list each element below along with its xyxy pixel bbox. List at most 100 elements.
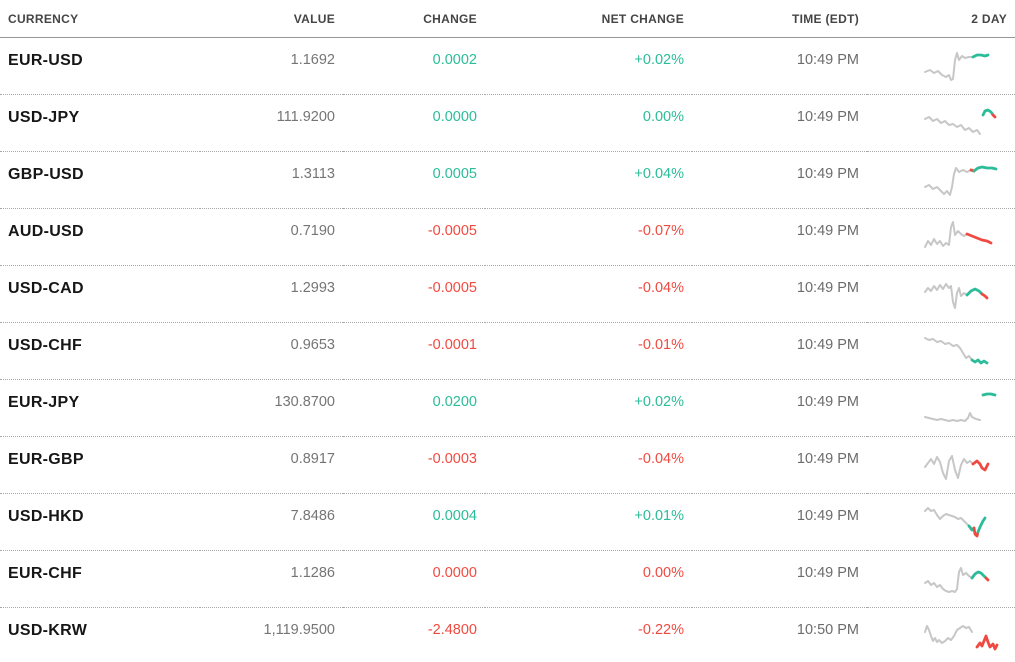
currency-pair-cell: USD-CHF xyxy=(0,322,200,380)
net-change-cell: -0.04% xyxy=(485,436,692,494)
column-header-currency: CURRENCY xyxy=(0,0,200,38)
currency-pair-link[interactable]: EUR-CHF xyxy=(8,565,83,582)
net-change-cell: +0.01% xyxy=(485,493,692,551)
sparkline-chart xyxy=(924,567,990,593)
net-change-text: +0.02% xyxy=(634,394,684,410)
sparkline-cell xyxy=(867,265,1015,323)
value-text: 7.8486 xyxy=(290,508,335,524)
net-change-cell: -0.07% xyxy=(485,208,692,266)
sparkline-cell xyxy=(867,379,1015,437)
currency-pair-cell: EUR-JPY xyxy=(0,379,200,437)
value-text: 1.3113 xyxy=(291,166,335,182)
currency-pair-link[interactable]: EUR-JPY xyxy=(8,394,80,411)
currency-pair-link[interactable]: GBP-USD xyxy=(8,166,84,183)
time-cell: 10:49 PM xyxy=(692,151,867,209)
column-header-2day: 2 DAY xyxy=(867,0,1015,38)
change-cell: -0.0005 xyxy=(343,208,485,266)
sparkline-cell xyxy=(867,607,1015,662)
value-cell: 0.7190 xyxy=(200,208,343,266)
table-header-row: CURRENCY VALUE CHANGE NET CHANGE TIME (E… xyxy=(0,0,1015,38)
table-body: EUR-USD 1.1692 0.0002 +0.02% 10:49 PM US… xyxy=(0,38,1015,662)
value-text: 1.1692 xyxy=(290,52,335,68)
time-cell: 10:49 PM xyxy=(692,208,867,266)
sparkline-cell xyxy=(867,94,1015,152)
currency-pair-link[interactable]: USD-CAD xyxy=(8,280,84,297)
sparkline-cell xyxy=(867,550,1015,608)
value-text: 1.1286 xyxy=(290,565,335,581)
currency-pair-link[interactable]: USD-KRW xyxy=(8,622,88,639)
currency-pair-cell: EUR-USD xyxy=(0,38,200,95)
currency-pair-link[interactable]: AUD-USD xyxy=(8,223,84,240)
sparkline-chart xyxy=(924,165,998,196)
value-text: 111.9200 xyxy=(276,109,335,125)
currency-pair-cell: GBP-USD xyxy=(0,151,200,209)
value-text: 130.8700 xyxy=(274,394,335,410)
net-change-text: -0.22% xyxy=(638,622,684,638)
change-text: -0.0003 xyxy=(427,451,477,467)
value-cell: 1.2993 xyxy=(200,265,343,323)
currency-pair-cell: AUD-USD xyxy=(0,208,200,266)
net-change-text: +0.02% xyxy=(634,52,684,68)
table-row: USD-HKD 7.8486 0.0004 +0.01% 10:49 PM xyxy=(0,493,1015,551)
currency-pair-cell: USD-HKD xyxy=(0,493,200,551)
table-row: EUR-GBP 0.8917 -0.0003 -0.04% 10:49 PM xyxy=(0,436,1015,494)
change-text: -0.0005 xyxy=(427,280,477,296)
change-text: 0.0005 xyxy=(432,166,477,182)
currency-pair-link[interactable]: EUR-USD xyxy=(8,52,83,69)
value-cell: 1,119.9500 xyxy=(200,607,343,662)
currency-pair-cell: USD-KRW xyxy=(0,607,200,662)
change-cell: -2.4800 xyxy=(343,607,485,662)
value-text: 0.9653 xyxy=(290,337,335,353)
net-change-cell: +0.02% xyxy=(485,379,692,437)
time-text: 10:49 PM xyxy=(796,565,859,581)
table-row: EUR-USD 1.1692 0.0002 +0.02% 10:49 PM xyxy=(0,38,1015,95)
change-cell: 0.0200 xyxy=(343,379,485,437)
currency-pair-cell: USD-CAD xyxy=(0,265,200,323)
net-change-cell: +0.02% xyxy=(485,38,692,95)
net-change-cell: -0.04% xyxy=(485,265,692,323)
change-text: -0.0005 xyxy=(427,223,477,239)
currency-pair-link[interactable]: EUR-GBP xyxy=(8,451,84,468)
column-header-value: VALUE xyxy=(200,0,343,38)
column-header-change: CHANGE xyxy=(343,0,485,38)
change-cell: 0.0002 xyxy=(343,38,485,95)
change-cell: 0.0000 xyxy=(343,94,485,152)
currency-pair-link[interactable]: USD-JPY xyxy=(8,109,80,126)
table-row: EUR-JPY 130.8700 0.0200 +0.02% 10:49 PM xyxy=(0,379,1015,437)
net-change-cell: +0.04% xyxy=(485,151,692,209)
sparkline-cell xyxy=(867,493,1015,551)
value-cell: 1.3113 xyxy=(200,151,343,209)
time-text: 10:49 PM xyxy=(796,394,859,410)
net-change-text: 0.00% xyxy=(642,565,684,581)
sparkline-chart xyxy=(924,455,990,480)
change-text: 0.0200 xyxy=(432,394,477,410)
value-cell: 1.1692 xyxy=(200,38,343,95)
table-row: EUR-CHF 1.1286 0.0000 0.00% 10:49 PM xyxy=(0,550,1015,608)
net-change-text: 0.00% xyxy=(642,109,684,125)
net-change-text: -0.04% xyxy=(638,280,684,296)
value-text: 0.8917 xyxy=(290,451,335,467)
time-text: 10:49 PM xyxy=(796,451,859,467)
time-text: 10:49 PM xyxy=(796,280,859,296)
currency-pair-link[interactable]: USD-CHF xyxy=(8,337,83,354)
time-cell: 10:49 PM xyxy=(692,379,867,437)
value-cell: 0.9653 xyxy=(200,322,343,380)
time-cell: 10:49 PM xyxy=(692,493,867,551)
sparkline-chart xyxy=(924,625,999,651)
sparkline-chart xyxy=(924,337,989,365)
change-cell: -0.0005 xyxy=(343,265,485,323)
column-header-net-change: NET CHANGE xyxy=(485,0,692,38)
time-cell: 10:49 PM xyxy=(692,265,867,323)
net-change-cell: 0.00% xyxy=(485,550,692,608)
time-cell: 10:49 PM xyxy=(692,436,867,494)
sparkline-cell xyxy=(867,208,1015,266)
time-cell: 10:49 PM xyxy=(692,550,867,608)
column-header-time: TIME (EDT) xyxy=(692,0,867,38)
sparkline-chart xyxy=(924,283,989,309)
sparkline-chart xyxy=(924,392,997,422)
currency-pair-link[interactable]: USD-HKD xyxy=(8,508,84,525)
table-row: USD-CAD 1.2993 -0.0005 -0.04% 10:49 PM xyxy=(0,265,1015,323)
sparkline-cell xyxy=(867,322,1015,380)
